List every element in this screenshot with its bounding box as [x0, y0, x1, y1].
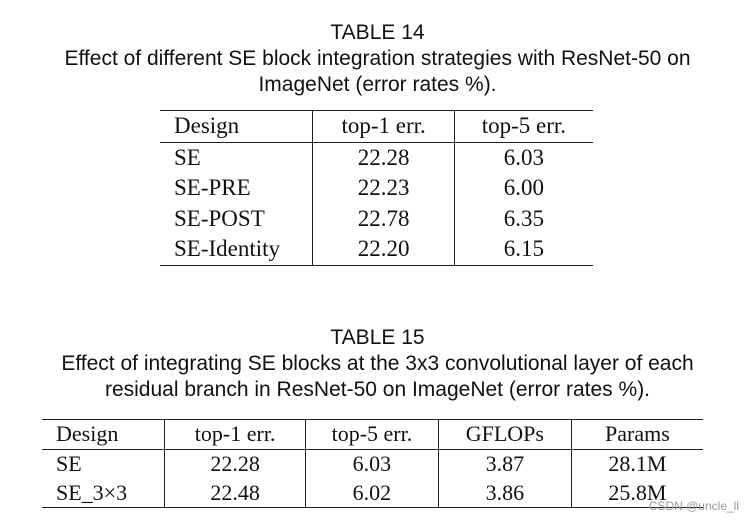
cell-design: SE-PRE: [174, 175, 251, 201]
column-header-gflops: GFLOPs: [437, 419, 572, 450]
table-row: SE 22.28 6.03 3.87 28.1M: [42, 449, 703, 479]
cell-top1-err: 22.20: [312, 234, 455, 265]
table-15-caption-line-2: residual branch in ResNet-50 on ImageNet…: [104, 378, 651, 401]
cell-top5-err: 6.03: [453, 142, 593, 173]
table-14: Design top-1 err. top-5 err. SE 22.28 6.…: [160, 110, 593, 266]
table-header-row: Design top-1 err. top-5 err.: [160, 110, 593, 142]
column-header-params: Params: [570, 419, 703, 450]
column-header-top5-err: top-5 err.: [304, 419, 439, 450]
table-row: SE_3×3 22.48 6.02 3.86 25.8M: [42, 478, 703, 508]
cell-top1-err: 22.23: [312, 173, 455, 204]
cell-design: SE: [56, 451, 82, 477]
table-row: SE-Identity 22.20 6.15: [160, 234, 593, 265]
column-header-top1-err: top-1 err.: [164, 419, 306, 450]
cell-top5-err: 6.00: [453, 173, 593, 204]
cell-top5-err: 6.35: [453, 203, 593, 234]
cell-top1-err: 22.28: [164, 449, 306, 479]
table-14-label: TABLE 14: [330, 21, 425, 44]
cell-design: SE_3×3: [56, 479, 128, 505]
column-header-design: Design: [56, 421, 119, 447]
cell-top5-err: 6.03: [304, 449, 439, 479]
table-14-caption-line-1: Effect of different SE block integration…: [64, 47, 691, 70]
cell-params: 28.1M: [570, 449, 703, 479]
cell-top5-err: 6.15: [453, 234, 593, 265]
table-15-caption-line-1: Effect of integrating SE blocks at the 3…: [61, 352, 694, 375]
cell-gflops: 3.86: [437, 478, 572, 508]
cell-design: SE-Identity: [174, 236, 281, 262]
table-15: Design top-1 err. top-5 err. GFLOPs Para…: [42, 419, 703, 508]
table-row: SE-POST 22.78 6.35: [160, 203, 593, 234]
cell-top1-err: 22.28: [312, 142, 455, 173]
watermark: CSDN @uncle_ll: [648, 499, 739, 513]
cell-top1-err: 22.48: [164, 478, 306, 508]
table-15-caption: TABLE 15 Effect of integrating SE blocks…: [0, 325, 755, 403]
table-row: SE 22.28 6.03: [160, 142, 593, 173]
column-header-top5-err: top-5 err.: [453, 110, 593, 142]
cell-design: SE: [174, 144, 201, 170]
column-header-design: Design: [174, 113, 240, 139]
table-14-caption-line-2: ImageNet (error rates %).: [258, 73, 497, 96]
cell-top1-err: 22.78: [312, 203, 455, 234]
table-14-caption: TABLE 14 Effect of different SE block in…: [0, 20, 755, 98]
cell-design: SE-POST: [174, 205, 265, 231]
table-header-row: Design top-1 err. top-5 err. GFLOPs Para…: [42, 419, 703, 450]
cell-gflops: 3.87: [437, 449, 572, 479]
cell-params: 25.8M: [570, 478, 703, 508]
cell-top5-err: 6.02: [304, 478, 439, 508]
table-row: SE-PRE 22.23 6.00: [160, 173, 593, 204]
table-15-label: TABLE 15: [330, 326, 425, 349]
column-header-top1-err: top-1 err.: [312, 110, 455, 142]
